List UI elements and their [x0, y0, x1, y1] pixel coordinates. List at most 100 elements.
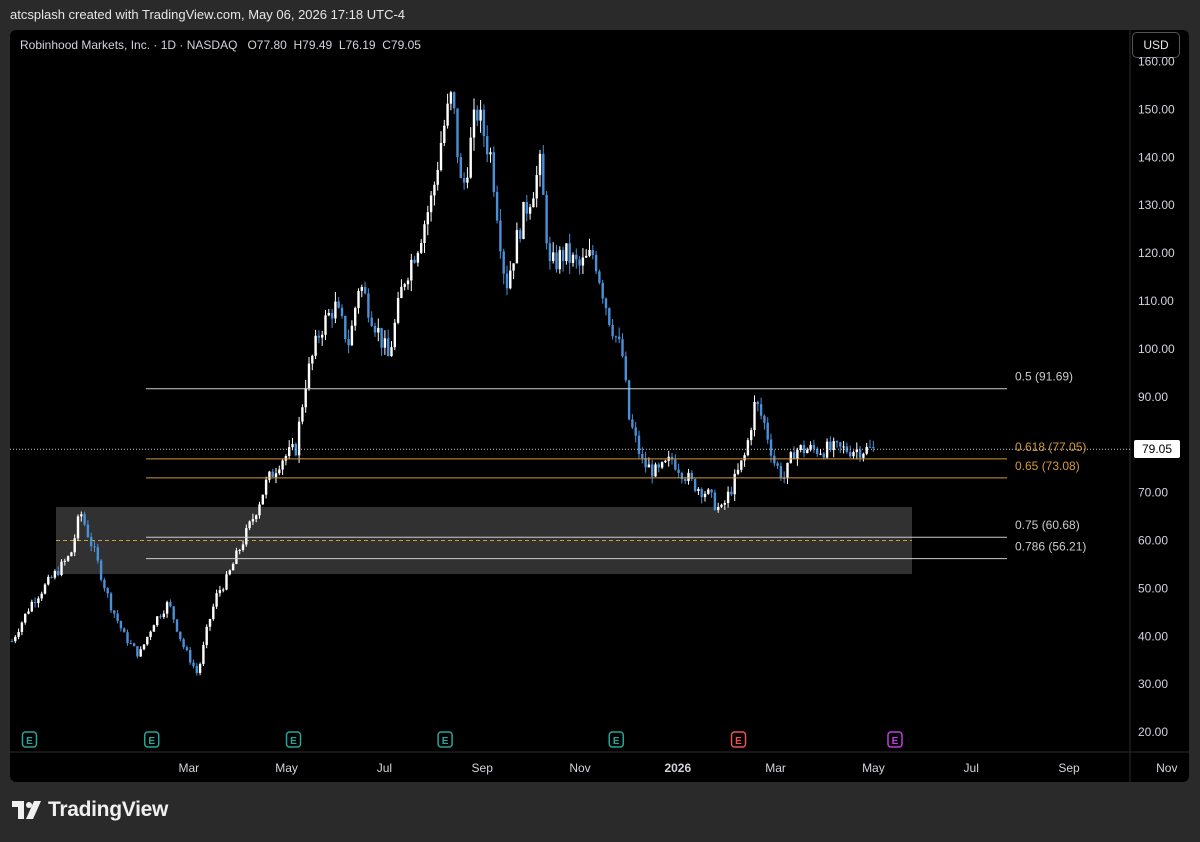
- earnings-marker[interactable]: E: [143, 731, 160, 748]
- candle: [317, 330, 321, 344]
- earnings-marker[interactable]: E: [21, 731, 38, 748]
- candle-body: [660, 462, 664, 468]
- candle-body: [486, 136, 489, 155]
- candle-body: [149, 631, 152, 637]
- candle-body: [802, 445, 806, 454]
- candle-body: [436, 170, 439, 185]
- candle: [24, 613, 27, 625]
- candle: [578, 256, 581, 275]
- candle-body: [733, 473, 736, 495]
- candle: [218, 585, 222, 597]
- candle-body: [317, 335, 321, 338]
- candle: [413, 255, 416, 264]
- candle-body: [119, 621, 123, 629]
- candle-body: [10, 641, 14, 643]
- candle: [644, 451, 647, 473]
- candle: [189, 647, 192, 665]
- x-tick-label: Jul: [964, 761, 979, 775]
- candle-body: [179, 631, 182, 640]
- currency-button[interactable]: USD: [1132, 32, 1180, 58]
- candle-body: [674, 459, 677, 470]
- candle: [591, 244, 594, 260]
- candle-body: [60, 561, 63, 576]
- candle-body: [30, 601, 33, 612]
- candle: [571, 252, 575, 267]
- candle: [202, 641, 205, 667]
- candle: [261, 494, 264, 505]
- candle-body: [311, 355, 314, 364]
- candle: [132, 642, 136, 647]
- candle-body: [756, 401, 759, 405]
- candle-body: [123, 628, 126, 633]
- candle: [733, 469, 736, 501]
- chart-panel[interactable]: Robinhood Markets, Inc. · 1D · NASDAQ O7…: [10, 30, 1189, 782]
- candle: [519, 227, 522, 243]
- candle: [538, 149, 542, 187]
- candle-body: [241, 544, 245, 550]
- candle: [786, 462, 789, 485]
- earnings-marker-glyph: E: [290, 736, 297, 747]
- candle-body: [96, 547, 99, 561]
- candle-body: [618, 336, 621, 340]
- candle-body: [446, 103, 449, 126]
- candle-body: [568, 243, 571, 263]
- candle: [598, 269, 601, 285]
- price-chart[interactable]: 0.5 (91.69) 0.618 (77.05) 0.65 (73.08) 0.75…: [10, 30, 1189, 782]
- candle: [57, 566, 60, 577]
- tradingview-logo-icon: [12, 801, 41, 819]
- candle-body: [297, 421, 301, 456]
- candle-body: [614, 336, 618, 338]
- x-tick-label: Nov: [569, 761, 590, 775]
- candle: [387, 329, 390, 357]
- candle: [552, 242, 555, 264]
- earnings-marker[interactable]: E: [285, 731, 302, 748]
- candle: [713, 489, 717, 511]
- candle-body: [654, 464, 657, 477]
- candle: [429, 190, 433, 222]
- earnings-marker[interactable]: E: [730, 731, 747, 748]
- candle-body: [730, 491, 733, 495]
- candle-body: [611, 324, 614, 337]
- candle-body: [740, 460, 743, 470]
- candle: [195, 663, 198, 676]
- candle-body: [367, 293, 370, 318]
- candle-body: [707, 489, 710, 494]
- candle: [142, 644, 146, 651]
- candle-body: [245, 528, 248, 545]
- candle: [258, 501, 261, 519]
- candle: [868, 439, 872, 448]
- candle-body: [538, 153, 542, 176]
- candle-body: [416, 252, 420, 263]
- earnings-marker[interactable]: E: [887, 731, 903, 748]
- candle-body: [396, 297, 400, 323]
- candle: [792, 446, 796, 459]
- candle-body: [126, 632, 129, 644]
- candle-body: [750, 430, 753, 441]
- candle: [581, 248, 585, 274]
- earnings-marker[interactable]: E: [437, 731, 453, 748]
- candle-body: [528, 207, 532, 214]
- candle-body: [347, 339, 350, 346]
- candle-body: [499, 220, 502, 252]
- candle: [456, 108, 459, 164]
- candle-body: [291, 443, 294, 448]
- candle-body: [387, 338, 390, 357]
- candle: [146, 636, 149, 646]
- earnings-marker[interactable]: E: [608, 731, 625, 748]
- candle: [495, 185, 499, 224]
- candle-body: [657, 464, 660, 468]
- candle: [281, 458, 284, 475]
- candle-body: [238, 549, 241, 551]
- candle: [185, 645, 189, 652]
- tradingview-logo[interactable]: TradingView: [12, 798, 168, 822]
- candle: [377, 318, 380, 342]
- candle-body: [80, 514, 83, 517]
- candle: [347, 329, 350, 354]
- candle: [330, 309, 334, 329]
- candle-body: [558, 250, 561, 270]
- candle-body: [515, 230, 519, 264]
- candle-body: [621, 339, 624, 357]
- x-tick-label: Nov: [1156, 761, 1177, 775]
- candle: [486, 125, 489, 163]
- candle-body: [212, 606, 215, 620]
